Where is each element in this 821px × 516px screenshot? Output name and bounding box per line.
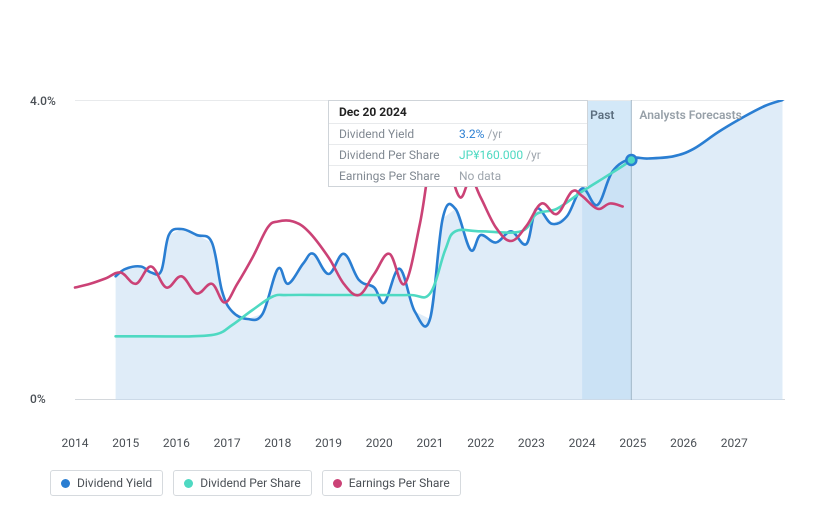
- legend-label: Dividend Per Share: [200, 476, 301, 490]
- tooltip-row-unit: /yr: [526, 148, 541, 162]
- tooltip-row-value: JP¥160.000: [459, 148, 523, 162]
- legend-dot: [184, 479, 193, 488]
- tooltip-row-label: Earnings Per Share: [339, 169, 459, 183]
- x-tick-label: 2016: [163, 436, 190, 450]
- x-tick-label: 2017: [214, 436, 241, 450]
- x-tick-label: 2027: [721, 436, 748, 450]
- x-tick-label: 2018: [264, 436, 291, 450]
- tooltip-row-value: No data: [459, 169, 501, 183]
- tooltip-row: Dividend Per ShareJP¥160.000/yr: [329, 144, 587, 165]
- x-tick-label: 2015: [112, 436, 139, 450]
- legend-label: Dividend Yield: [77, 476, 152, 490]
- legend: Dividend Yield Dividend Per Share Earnin…: [50, 470, 790, 496]
- x-tick-label: 2024: [569, 436, 596, 450]
- x-tick-label: 2014: [62, 436, 89, 450]
- legend-label: Earnings Per Share: [349, 476, 450, 490]
- tooltip-date: Dec 20 2024: [329, 101, 587, 123]
- y-tick-min: 0%: [30, 392, 46, 406]
- x-tick-label: 2021: [417, 436, 444, 450]
- legend-dot: [333, 479, 342, 488]
- x-tick-label: 2026: [670, 436, 697, 450]
- tooltip-row-label: Dividend Yield: [339, 127, 459, 141]
- tooltip-row-value: 3.2%: [459, 127, 484, 141]
- past-region-label: Past: [590, 108, 614, 122]
- x-tick-label: 2019: [315, 436, 342, 450]
- legend-dividend-yield[interactable]: Dividend Yield: [50, 470, 163, 496]
- x-tick-label: 2022: [467, 436, 494, 450]
- forecast-region-label: Analysts Forecasts: [639, 108, 741, 122]
- x-axis: 2014201520162017201820192020202120222023…: [75, 436, 785, 456]
- tooltip-row-unit: /yr: [487, 127, 502, 141]
- legend-earnings-per-share[interactable]: Earnings Per Share: [322, 470, 461, 496]
- dividend-chart: Dec 20 2024 Dividend Yield3.2%/yrDividen…: [30, 100, 790, 496]
- tooltip-row: Earnings Per ShareNo data: [329, 165, 587, 186]
- legend-dividend-per-share[interactable]: Dividend Per Share: [173, 470, 312, 496]
- x-tick-label: 2020: [366, 436, 393, 450]
- hover-tooltip: Dec 20 2024 Dividend Yield3.2%/yrDividen…: [328, 100, 588, 187]
- x-tick-label: 2025: [619, 436, 646, 450]
- tooltip-row: Dividend Yield3.2%/yr: [329, 123, 587, 144]
- x-tick-label: 2023: [518, 436, 545, 450]
- tooltip-row-label: Dividend Per Share: [339, 148, 459, 162]
- y-tick-max: 4.0%: [30, 94, 56, 108]
- legend-dot: [61, 479, 70, 488]
